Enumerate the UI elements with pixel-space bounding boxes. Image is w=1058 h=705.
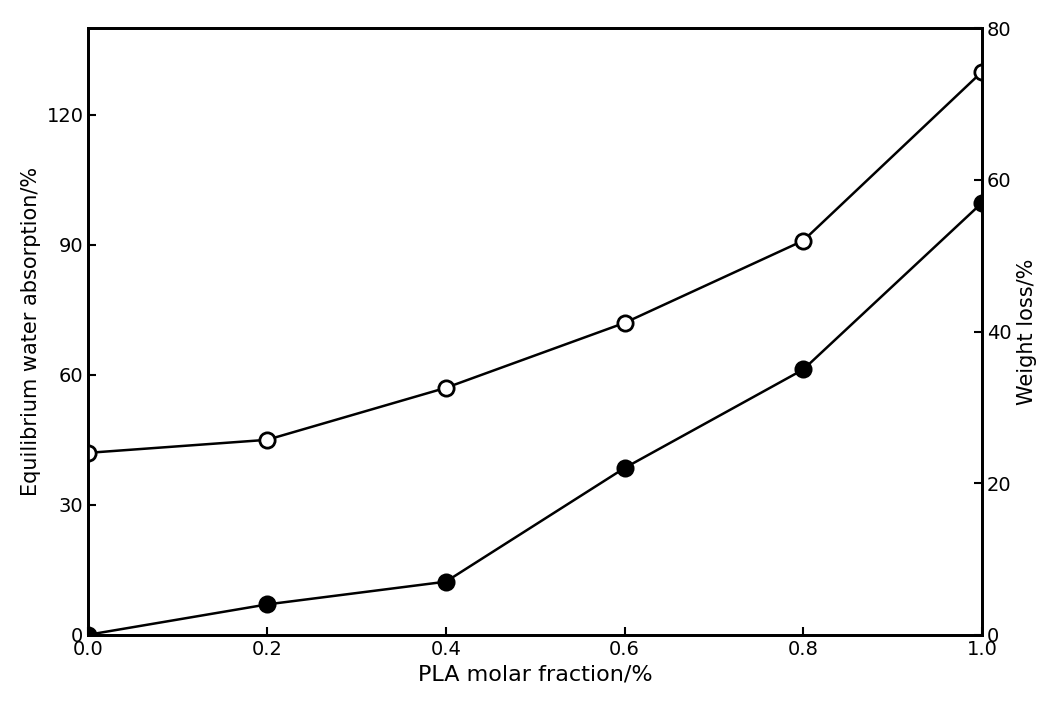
X-axis label: PLA molar fraction/%: PLA molar fraction/%	[418, 664, 653, 684]
Y-axis label: Weight loss/%: Weight loss/%	[1017, 258, 1037, 405]
Y-axis label: Equilibrium water absorption/%: Equilibrium water absorption/%	[21, 167, 41, 496]
